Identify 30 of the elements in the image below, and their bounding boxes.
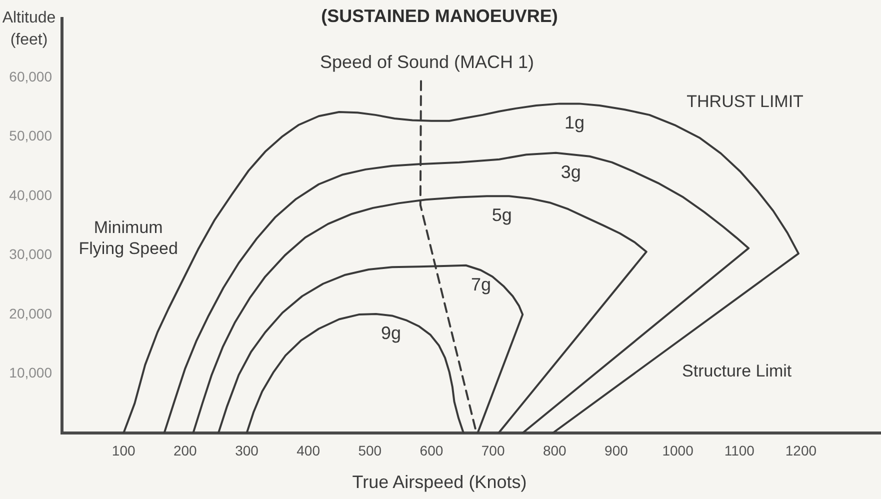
x-tick-label: 100 <box>112 442 136 458</box>
annotation: Structure Limit <box>682 362 792 381</box>
y-tick-label: 10,000 <box>9 364 52 381</box>
series-label: 1g <box>564 112 585 133</box>
x-tick-label: 900 <box>604 442 628 458</box>
chart-title: (SUSTAINED MANOEUVRE) <box>321 6 558 26</box>
x-tick-label: 200 <box>173 442 198 458</box>
x-tick-label: 500 <box>358 442 382 458</box>
x-tick-label: 400 <box>296 442 320 458</box>
y-tick-label: 50,000 <box>9 128 52 144</box>
series-label: 7g <box>470 274 491 294</box>
annotation: Minimum Flying Speed <box>78 218 178 258</box>
x-tick-label: 800 <box>542 442 567 458</box>
x-tick-label: 300 <box>235 442 259 458</box>
series-label: Speed of Sound (MACH 1) <box>320 52 534 72</box>
series-label: 9g <box>381 322 402 343</box>
y-tick-label: 30,000 <box>9 246 52 262</box>
y-axis-title: Altitude (feet) <box>2 9 56 48</box>
x-tick-label: 1100 <box>724 442 755 458</box>
series-label: 5g <box>492 205 512 226</box>
y-tick-label: 20,000 <box>9 305 52 322</box>
y-tick-label: 40,000 <box>9 186 52 203</box>
annotation: THRUST LIMIT <box>686 92 804 111</box>
series-label: 3g <box>560 162 581 182</box>
y-tick-label: 60,000 <box>9 68 52 84</box>
x-tick-label: 700 <box>481 442 505 458</box>
x-tick-label: 1000 <box>662 442 694 458</box>
x-axis-title: True Airspeed (Knots) <box>352 472 527 492</box>
x-tick-label: 1200 <box>785 442 817 458</box>
x-tick-label: 600 <box>420 442 444 458</box>
